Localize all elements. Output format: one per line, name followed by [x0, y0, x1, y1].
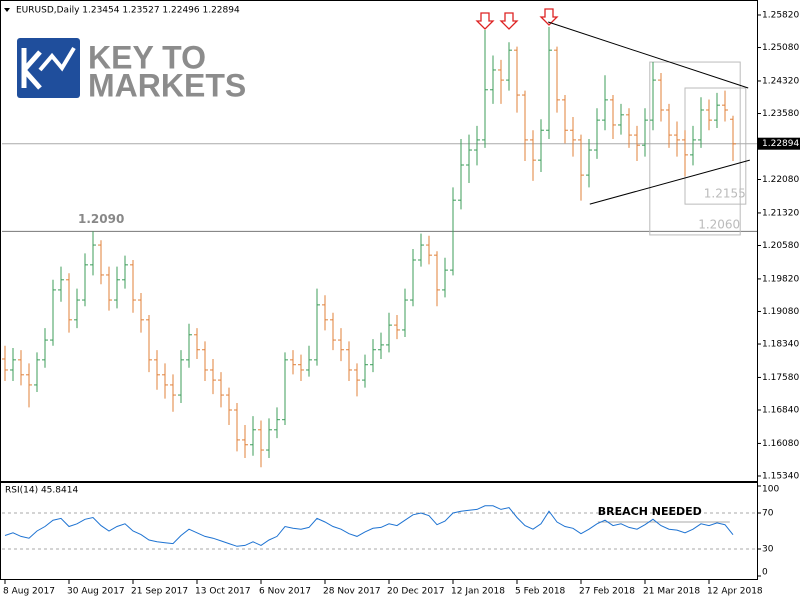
- logo: KEY TO MARKETS: [17, 38, 246, 103]
- range-box: [649, 61, 741, 236]
- y-tick-label: 1.16080: [762, 439, 799, 449]
- box-label: 1.2060: [698, 217, 740, 231]
- trend-line: [589, 159, 750, 205]
- x-tick-label: 8 Aug 2017: [3, 587, 55, 597]
- down-arrow: [539, 8, 559, 26]
- price-tag: [757, 137, 800, 150]
- y-tick-label: 1.15340: [762, 471, 799, 481]
- logo-k: [21, 48, 42, 90]
- y-tick-label: 1.25820: [762, 10, 799, 20]
- x-tick-label: 6 Nov 2017: [259, 587, 311, 597]
- main-pane: [0, 0, 758, 482]
- rsi-annotation: BREACH NEEDED: [598, 505, 702, 518]
- x-tick-label: 13 Oct 2017: [195, 587, 251, 597]
- y-tick-label: 1.19080: [762, 307, 799, 317]
- y-tick-label: 1.20580: [762, 241, 799, 251]
- rsi-y-tick-label: 30: [762, 545, 774, 555]
- rsi-y-tick-label: 100: [762, 485, 779, 495]
- x-tick-label: 12 Apr 2018: [707, 587, 763, 597]
- logo-text: KEY TO: [88, 39, 206, 75]
- arrows: [475, 8, 559, 30]
- rsi-line: [4, 505, 734, 547]
- y-tick-label: 1.17580: [762, 373, 799, 383]
- x-tick-label: 21 Sep 2017: [131, 587, 188, 597]
- x-tick-label: 28 Nov 2017: [323, 587, 381, 597]
- rsi-pane: [0, 482, 758, 580]
- menu-arrow: [4, 8, 10, 12]
- logo-text: MARKETS: [88, 67, 246, 103]
- y-tick-label: 1.21320: [762, 208, 799, 218]
- y-tick-label: 1.24320: [762, 76, 799, 86]
- down-arrow: [475, 12, 495, 30]
- x-tick-label: 27 Feb 2018: [579, 587, 635, 597]
- rsi-title: RSI(14) 45.8414: [5, 486, 78, 496]
- y-tick-label: 1.18340: [762, 340, 799, 350]
- box-label: 1.2155: [704, 187, 746, 201]
- x-tick-label: 5 Feb 2018: [515, 587, 566, 597]
- y-tick-label: 1.16840: [762, 406, 799, 416]
- header: EURUSD,Daily 1.23454 1.23527 1.22496 1.2…: [16, 6, 240, 16]
- x-tick-label: 21 Mar 2018: [643, 587, 700, 597]
- y-tick-label: 1.23580: [762, 109, 799, 119]
- y-tick-label: 1.19820: [762, 274, 799, 284]
- y-tick-label: 1.25080: [762, 43, 799, 53]
- price-tag-label: 1.22894: [762, 139, 799, 149]
- x-tick-label: 20 Dec 2017: [387, 587, 445, 597]
- logo-chart: [38, 46, 76, 72]
- trend-line: [548, 21, 749, 89]
- down-arrow: [499, 12, 519, 30]
- rsi-y-tick-label: 0: [762, 568, 768, 578]
- x-tick-label: 30 Aug 2017: [67, 587, 125, 597]
- y-tick-label: 1.22080: [762, 175, 799, 185]
- rsi-y-tick-label: 70: [762, 509, 774, 519]
- x-tick-label: 12 Jan 2018: [451, 587, 505, 597]
- level-label: 1.2090: [78, 212, 124, 226]
